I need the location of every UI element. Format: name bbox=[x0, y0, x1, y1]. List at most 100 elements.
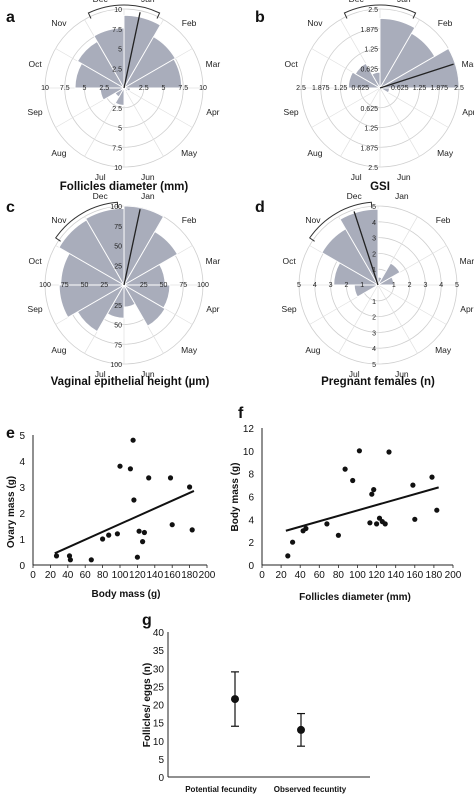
scatter-point bbox=[167, 475, 174, 481]
scatter-point bbox=[131, 497, 137, 503]
radar-tick-label: 75 bbox=[114, 224, 122, 231]
radar-chart-gsi: 2.5 2.5 2.5 2.5 1.875 1.875 1.875 1.875 1.25 1.25… bbox=[284, 0, 474, 182]
radar-month-label-feb: Feb bbox=[182, 215, 197, 225]
x-tick-label: 140 bbox=[387, 570, 404, 581]
x-tick-label: 80 bbox=[333, 570, 345, 581]
radar-month-label-jul: Jul bbox=[95, 369, 106, 379]
scatter-point bbox=[140, 539, 146, 545]
radar-mean-vector bbox=[379, 63, 454, 89]
radar-tick-label: 2.5 bbox=[296, 85, 306, 92]
radar-month-label-nov: Nov bbox=[51, 18, 67, 28]
scatter-point bbox=[130, 437, 136, 443]
radar-month-label-apr: Apr bbox=[206, 304, 219, 314]
radar-month-label-sep: Sep bbox=[28, 107, 43, 117]
radar-month-label-oct: Oct bbox=[282, 256, 296, 266]
radar-month-label-oct: Oct bbox=[284, 59, 298, 69]
radar-mean-vector bbox=[353, 211, 379, 286]
radar-month-label-jun: Jun bbox=[397, 172, 411, 182]
radar-tick-label: 7.5 bbox=[112, 27, 122, 34]
radar-tick-label: 5 bbox=[83, 85, 87, 92]
x-tick-label: 100 bbox=[349, 570, 366, 581]
radar-tick-label: 3 bbox=[329, 282, 333, 289]
x-tick-label: 20 bbox=[45, 570, 57, 581]
x-tick-label: 160 bbox=[406, 570, 423, 581]
y-tick-label: 6 bbox=[248, 493, 254, 504]
radar-tick-label: 1.25 bbox=[413, 85, 427, 92]
radar-mean-vector bbox=[123, 209, 141, 286]
x-axis-label-f: Follicles diameter (mm) bbox=[299, 592, 411, 603]
radar-tick-label: 1.875 bbox=[312, 85, 330, 92]
scatter-point bbox=[127, 466, 133, 472]
radar-tick-label: 5 bbox=[455, 282, 459, 289]
radar-month-label-may: May bbox=[181, 148, 198, 158]
radar-wedge-dec bbox=[85, 207, 125, 287]
scatter-point bbox=[382, 521, 388, 527]
radar-month-label-mar: Mar bbox=[462, 59, 474, 69]
radar-month-label-aug: Aug bbox=[305, 345, 320, 355]
scatter-point bbox=[429, 474, 435, 480]
radar-month-label-may: May bbox=[181, 345, 198, 355]
radar-month-label-may: May bbox=[435, 345, 452, 355]
panel-letter-e: e bbox=[6, 425, 15, 442]
radar-month-label-may: May bbox=[437, 148, 454, 158]
radar-tick-label: 5 bbox=[118, 47, 122, 54]
radar-tick-label: 1 bbox=[360, 282, 364, 289]
panel-letter-g: g bbox=[142, 612, 152, 629]
radar-wedge-dec bbox=[93, 27, 125, 90]
radar-spoke bbox=[377, 284, 418, 354]
scatter-point bbox=[285, 553, 291, 559]
x-tick-label: 20 bbox=[276, 570, 288, 581]
scatter-chart-ovary-vs-body: 0 20 40 60 80 100 120 140 160 180 200 0 1 2 3 4 5 bbox=[19, 431, 215, 581]
radar-month-label-jun: Jun bbox=[141, 369, 155, 379]
trend-line bbox=[54, 489, 195, 555]
radar-wedge-dec bbox=[339, 208, 379, 287]
radar-month-label-mar: Mar bbox=[206, 59, 221, 69]
radar-wedge-mar bbox=[376, 276, 395, 286]
radar-chart-follicles-diameter: 10 10 10 10 7.5 7.5 7.5 7.5 5 5 5 5 2.5 2.5 2.5 2.5 Jan F… bbox=[28, 0, 221, 182]
panel-letter-a: a bbox=[6, 9, 15, 26]
scatter-point bbox=[412, 516, 418, 522]
radar-tick-label: 100 bbox=[110, 362, 122, 369]
scatter-point bbox=[114, 531, 120, 537]
radar-peak-bracket bbox=[309, 201, 373, 242]
radar-month-label-dec: Dec bbox=[349, 0, 365, 4]
trend-line bbox=[285, 486, 439, 532]
x-tick-label: 100 bbox=[112, 570, 129, 581]
radar-wedge-apr bbox=[378, 87, 390, 94]
radar-tick-label: 5 bbox=[162, 85, 166, 92]
radar-month-label-sep: Sep bbox=[282, 304, 297, 314]
radar-wedge-may bbox=[122, 283, 166, 327]
x-tick-label: 160 bbox=[164, 570, 181, 581]
radar-month-label-feb: Feb bbox=[182, 18, 197, 28]
radar-tick-label: 4 bbox=[372, 220, 376, 227]
radar-spoke bbox=[123, 87, 164, 157]
scatter-point bbox=[187, 484, 193, 490]
y-tick-label: 3 bbox=[19, 483, 25, 494]
radar-tick-label: 7.5 bbox=[178, 85, 188, 92]
y-tick-label: 5 bbox=[19, 431, 25, 442]
y-tick-label: 30 bbox=[153, 664, 165, 675]
radar-tick-label: 5 bbox=[372, 204, 376, 211]
scatter-point bbox=[169, 522, 175, 528]
scatter-point bbox=[189, 527, 195, 533]
radar-title-c: Vaginal epithelial height (µm) bbox=[51, 376, 210, 388]
scatter-chart-body-vs-follicles: 0 20 40 60 80 100 120 140 160 180 200 0 2 4 6 8 10 12 bbox=[243, 424, 462, 581]
panel-letter-d: d bbox=[255, 199, 265, 216]
radar-tick-label: 5 bbox=[118, 126, 122, 133]
radar-tick-label: 75 bbox=[114, 342, 122, 349]
x-axis-label-e: Body mass (g) bbox=[92, 589, 161, 600]
radar-tick-label: 0.625 bbox=[360, 106, 378, 113]
radar-tick-label: 25 bbox=[114, 263, 122, 270]
y-tick-label: 40 bbox=[153, 628, 165, 639]
radar-month-label-feb: Feb bbox=[436, 215, 451, 225]
y-axis-label-e: Ovary mass (g) bbox=[6, 476, 17, 548]
scatter-point bbox=[434, 507, 440, 513]
radar-tick-label: 1 bbox=[372, 299, 376, 306]
x-tick-label: 180 bbox=[426, 570, 443, 581]
y-tick-label: 0 bbox=[248, 561, 254, 572]
radar-month-label-dec: Dec bbox=[93, 0, 109, 4]
radar-spoke bbox=[379, 87, 420, 157]
x-tick-label: 200 bbox=[445, 570, 462, 581]
radar-tick-label: 1.25 bbox=[364, 126, 378, 133]
scatter-point bbox=[88, 557, 94, 563]
